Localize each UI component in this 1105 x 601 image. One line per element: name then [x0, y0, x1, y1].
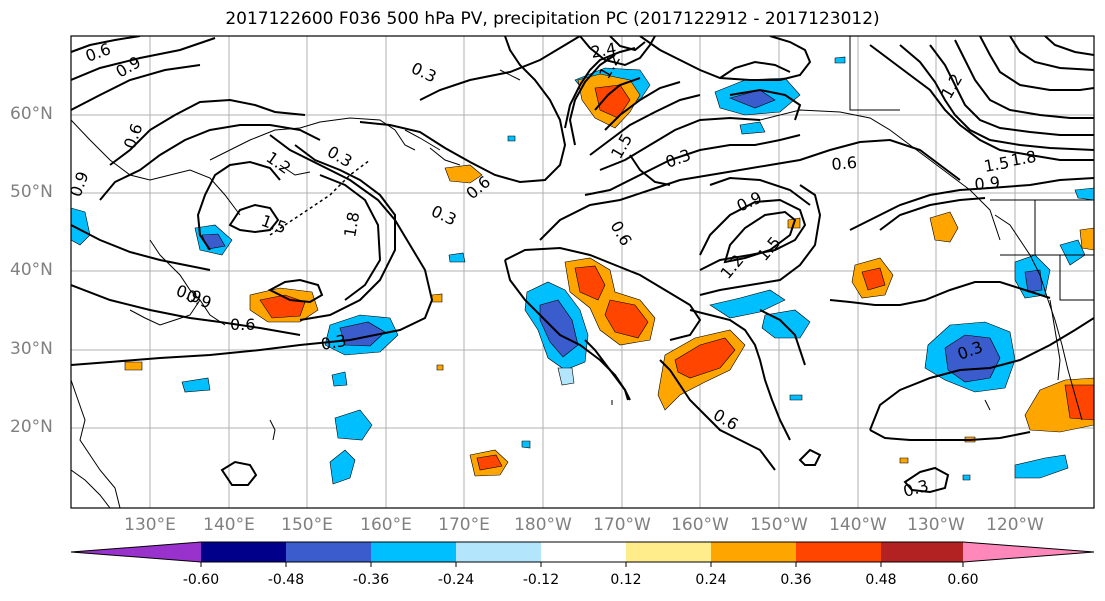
- colorbar-tick-label: -0.48: [267, 572, 305, 588]
- longitude-label: 150°E: [281, 515, 333, 535]
- colorbar-bin: [626, 542, 711, 562]
- latitude-label: 30°N: [10, 339, 53, 359]
- pv-contours: [71, 36, 1094, 494]
- map-title: 2017122600 F036 500 hPa PV, precipitatio…: [225, 9, 880, 29]
- pv-contour-label: 1.5: [982, 153, 1010, 176]
- longitude-label: 160°E: [360, 515, 412, 535]
- pv-contour-label: 0.9: [974, 173, 1001, 194]
- longitude-label: 160°W: [671, 515, 729, 535]
- colorbar-bin: [881, 542, 963, 562]
- latitude-label: 50°N: [10, 182, 53, 202]
- longitude-label: 130°W: [907, 515, 965, 535]
- longitude-label: 120°W: [986, 515, 1044, 535]
- longitude-label: 170°E: [438, 515, 490, 535]
- colorbar-tick-label: 0.36: [780, 572, 812, 588]
- colorbar-bin: [963, 542, 1094, 562]
- longitude-label: 180°W: [514, 515, 572, 535]
- pv-contour-label: 0.6: [230, 315, 255, 334]
- latitude-label: 40°N: [10, 260, 53, 280]
- longitude-label: 140°E: [203, 515, 255, 535]
- colorbar-tick-label: -0.12: [522, 572, 560, 588]
- gridlines: [71, 36, 1094, 508]
- colorbar-bin: [71, 542, 201, 562]
- colorbar-bin: [201, 542, 286, 562]
- pv-contour-label: 2.4: [589, 39, 617, 62]
- colorbar: [70, 541, 1095, 567]
- colorbar-tick-label: 0.60: [947, 572, 979, 588]
- pv-contour-label: 1.8: [340, 210, 363, 238]
- colorbar-tick-label: -0.60: [182, 572, 220, 588]
- longitude-label: 140°W: [829, 515, 887, 535]
- latitude-label: 60°N: [10, 104, 53, 124]
- pv-contour-label: 0.6: [831, 153, 858, 174]
- latitude-label: 20°N: [10, 417, 53, 437]
- longitude-label: 130°E: [124, 515, 176, 535]
- colorbar-ticks: [200, 562, 964, 567]
- colorbar-tick-label: 0.48: [865, 572, 897, 588]
- coastlines: [71, 36, 1094, 508]
- colorbar-tick-label: 0.24: [695, 572, 727, 588]
- colorbar-bin: [541, 542, 626, 562]
- colorbar-tick-label: 0.12: [610, 572, 642, 588]
- colorbar-bin: [456, 542, 541, 562]
- colorbar-tick-label: -0.24: [437, 572, 475, 588]
- longitude-label: 170°W: [593, 515, 651, 535]
- colorbar-bin: [371, 542, 456, 562]
- pv-contour-label: 1.8: [1009, 147, 1037, 170]
- trough-dashed-line: [269, 159, 371, 236]
- colorbar-bin: [286, 542, 371, 562]
- map-frame: [70, 35, 1095, 509]
- colorbar-bin: [796, 542, 881, 562]
- pv-contour-label: 0.3: [319, 331, 347, 354]
- colorbar-tick-label: -0.36: [352, 572, 390, 588]
- longitude-label: 150°W: [750, 515, 808, 535]
- colorbar-bin: [711, 542, 796, 562]
- positive-precip-patches: [124, 73, 1094, 477]
